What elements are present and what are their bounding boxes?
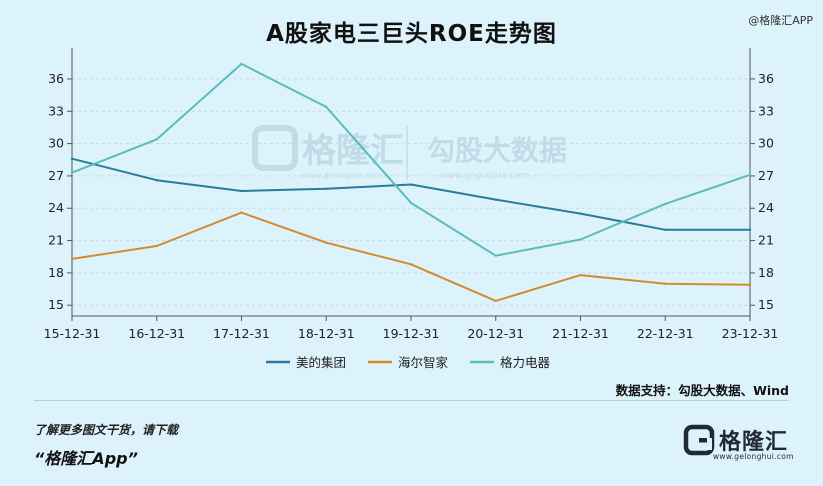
right-y-tick-label: 27: [758, 168, 774, 183]
series-1-point-1: [155, 244, 158, 248]
left-y-tick-label: 18: [48, 265, 64, 280]
series-1-point-0: [70, 257, 74, 261]
left-y-tick-label: 21: [48, 233, 64, 248]
right-y-tick-label: 21: [758, 233, 774, 248]
series-1-point-7: [664, 282, 667, 285]
series-1-point-8: [748, 283, 752, 286]
series-2-point-1: [155, 138, 158, 141]
brand-name: 格隆汇: [719, 430, 789, 455]
x-tick-label: 20-12-31: [467, 326, 524, 341]
watermark-product-site: www.gogudata.com: [440, 171, 529, 181]
series-2-point-8: [748, 173, 752, 177]
footer-divider: [34, 400, 789, 401]
footer-promo-text: 了解更多图文干货，请下载: [34, 423, 179, 437]
right-y-tick-label: 30: [758, 136, 774, 151]
footer-app-name[interactable]: “格隆汇App”: [34, 449, 138, 468]
watermark-product: 勾股大数据: [427, 134, 567, 167]
legend-label-2: 格力电器: [500, 355, 551, 370]
series-0-point-8: [748, 228, 752, 231]
brand-url: www.gelonghui.com: [713, 452, 794, 461]
series-2-point-3: [325, 105, 328, 109]
series-2-point-2: [240, 62, 243, 66]
left-y-tick-label: 36: [48, 71, 64, 86]
series-1-point-4: [409, 263, 413, 266]
brand-mark-icon: [683, 424, 715, 456]
x-tick-label: 18-12-31: [298, 326, 355, 341]
top-right-watermark: @格隆汇APP: [748, 14, 813, 27]
legend-label-1: 海尔智家: [398, 355, 449, 370]
series-2-point-6: [579, 238, 582, 241]
series-2-point-0: [70, 171, 74, 174]
right-y-tick-label: 24: [758, 200, 774, 215]
series-1-point-5: [494, 299, 497, 303]
series-0-point-1: [155, 179, 158, 182]
left-y-tick-label: 27: [48, 168, 64, 183]
grid: [72, 78, 750, 306]
data-source-note: 数据支持：勾股大数据、Wind: [615, 383, 789, 398]
series-0-point-0: [70, 157, 74, 160]
x-tick-label: 22-12-31: [637, 326, 694, 341]
series-2-point-7: [664, 202, 667, 206]
axes: 15 15 18 18 21 21 24 24 27 27 30 30 33 33 36 36 15-12-31…: [44, 48, 779, 341]
right-y-tick-label: 36: [758, 71, 774, 86]
left-y-tick-label: 24: [48, 200, 64, 215]
legend: 美的集团 海尔智家 格力电器: [266, 355, 551, 370]
series-0-point-3: [325, 187, 328, 191]
brand-logo: 格隆汇 www.gelonghui.com: [683, 424, 793, 464]
x-tick-label: 16-12-31: [128, 326, 185, 341]
roe-line-chart: 格隆汇 www.gelonghui.com 勾股大数据 www.gogudata…: [44, 48, 779, 370]
series-2-point-4: [409, 201, 413, 205]
series-line-0: [71, 157, 750, 231]
series-0-point-6: [579, 212, 582, 215]
series-2-point-5: [494, 254, 497, 257]
series-1-point-6: [579, 273, 582, 277]
center-watermark: 格隆汇 www.gelonghui.com 勾股大数据 www.gogudata…: [252, 125, 567, 181]
left-y-tick-label: 33: [48, 103, 64, 118]
x-tick-label: 15-12-31: [44, 326, 101, 341]
series-0-point-4: [409, 183, 413, 186]
chart-title: A股家电三巨头ROE走势图: [266, 21, 557, 47]
x-tick-label: 17-12-31: [213, 326, 270, 341]
left-y-tick-label: 15: [48, 297, 64, 312]
series-0-point-5: [494, 198, 497, 201]
series-0-point-7: [664, 228, 667, 231]
watermark-logo-icon: [252, 125, 298, 171]
x-tick-label: 19-12-31: [383, 326, 440, 341]
legend-label-0: 美的集团: [296, 355, 346, 370]
series-0-point-2: [240, 189, 243, 193]
x-tick-label: 23-12-31: [722, 326, 779, 341]
series-1-point-3: [325, 241, 328, 244]
series-1-point-2: [240, 211, 243, 214]
x-tick-label: 21-12-31: [552, 326, 609, 341]
left-y-tick-label: 30: [48, 136, 64, 151]
right-y-tick-label: 18: [758, 265, 774, 280]
right-y-tick-label: 33: [758, 103, 774, 118]
right-y-tick-label: 15: [758, 297, 774, 312]
series: [70, 62, 752, 303]
